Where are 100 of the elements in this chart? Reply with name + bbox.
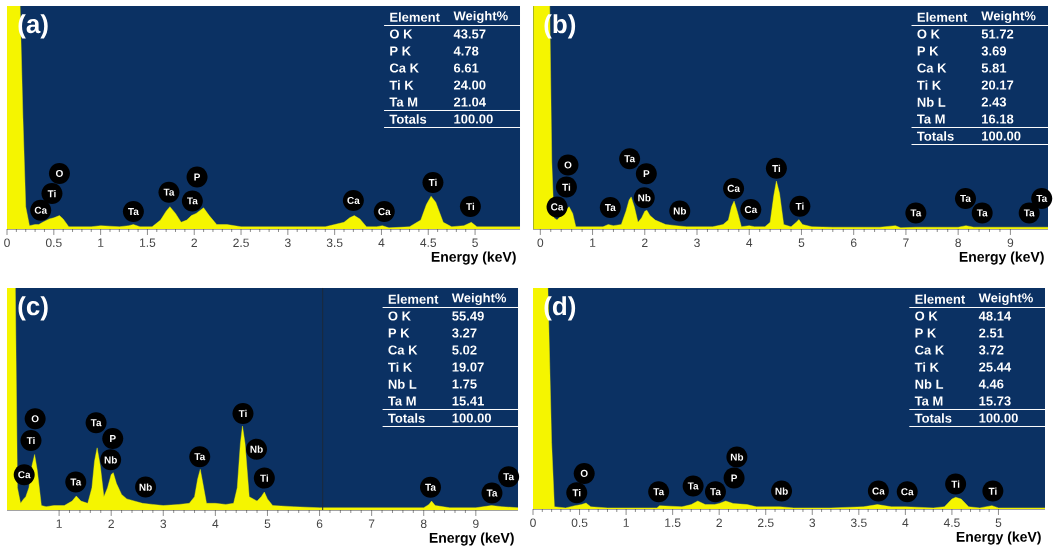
x-tick-label: 4 — [378, 238, 385, 247]
x-tick-label: 2 — [716, 518, 722, 527]
annotation: Totals — [389, 114, 427, 124]
annotation: Nb — [638, 194, 651, 202]
x-axis-title: Energy (keV) — [429, 532, 514, 546]
annotation: Ca — [901, 488, 914, 496]
annotation: 5.81 — [981, 63, 1007, 73]
x-tick-label: 0 — [530, 518, 536, 528]
annotation: 19.07 — [452, 362, 484, 372]
x-tick-label: 5 — [264, 519, 271, 528]
x-tick-label: 2.5 — [757, 518, 774, 528]
annotation: Ta — [624, 155, 636, 163]
annotation: 20.17 — [981, 80, 1014, 90]
annotation: Ta — [70, 478, 82, 486]
annotation: Totals — [388, 413, 425, 423]
annotation: Ta — [604, 204, 616, 212]
x-tick-label: 0.5 — [571, 518, 588, 528]
annotation: Ti — [951, 480, 960, 488]
x-tick-label: 4 — [746, 238, 753, 247]
annotation: 43.57 — [453, 29, 486, 39]
annotation: Nb — [673, 207, 687, 215]
x-tick-label: 7 — [903, 238, 909, 247]
annotation: 15.73 — [979, 396, 1011, 406]
x-tick-label: 0.5 — [45, 238, 62, 248]
annotation: Ta — [486, 489, 498, 497]
annotation: Totals — [917, 131, 954, 141]
annotation: P — [194, 173, 201, 181]
annotation: 100.00 — [454, 114, 493, 124]
annotation: Weight% — [978, 292, 1033, 306]
annotation: Weight% — [981, 10, 1036, 24]
annotation: Ti — [260, 474, 268, 482]
annotation: Ti — [772, 164, 781, 172]
annotation: Element — [390, 12, 440, 22]
x-tick-label: 3 — [694, 238, 700, 248]
x-tick-label: 2 — [191, 238, 197, 247]
annotation: Ca — [18, 471, 31, 479]
annotation: P K — [388, 328, 410, 338]
annotation: Nb L — [917, 97, 946, 107]
annotation: Ti K — [389, 80, 414, 90]
annotation: O — [580, 469, 588, 477]
annotation: O — [55, 169, 63, 177]
x-tick-label: 1.5 — [140, 238, 156, 247]
annotation: Ti — [238, 409, 247, 418]
annotation: O K — [917, 29, 940, 39]
annotation: Ca — [34, 206, 48, 214]
x-axis-title: Energy (keV) — [431, 251, 516, 265]
annotation: Ta — [503, 473, 515, 481]
x-tick-label: 3 — [809, 518, 816, 528]
annotation: Ti — [47, 189, 56, 198]
annotation: 2.43 — [981, 97, 1007, 107]
x-tick-label: 4 — [902, 518, 909, 527]
annotation: Ta — [1023, 209, 1035, 217]
annotation: Ta — [710, 488, 721, 496]
annotation: Ca — [551, 203, 564, 211]
x-tick-label: 5 — [995, 518, 1002, 527]
annotation: 51.72 — [981, 29, 1014, 39]
annotation: Ti K — [914, 362, 939, 372]
x-tick-label: 8 — [420, 519, 427, 529]
annotation: Weight% — [453, 10, 508, 24]
annotation: Ca K — [917, 63, 947, 73]
annotation: Ca — [378, 208, 391, 216]
annotation: 100.00 — [982, 131, 1021, 141]
annotation: P K — [917, 46, 939, 56]
x-tick-label: 5 — [472, 238, 478, 247]
annotation: Nb — [104, 456, 117, 464]
annotation: Ti — [466, 202, 475, 211]
annotation: Ti — [795, 202, 804, 210]
annotation: Ti — [572, 489, 581, 497]
annotation: Ta — [653, 488, 665, 496]
annotation: 3.27 — [452, 328, 477, 338]
annotation: O K — [388, 311, 411, 321]
x-tick-label: 3 — [284, 238, 291, 248]
x-tick-label: 1 — [623, 518, 629, 527]
annotation: Ta — [187, 197, 198, 205]
annotation: Ca — [744, 206, 758, 214]
annotation: Ta — [910, 209, 922, 217]
annotation: Ti K — [917, 80, 942, 90]
x-tick-label: 7 — [368, 519, 375, 528]
annotation: 15.41 — [452, 396, 484, 406]
x-tick-label: 3.5 — [850, 518, 867, 528]
annotation: 16.18 — [982, 114, 1014, 124]
annotation: 100.00 — [979, 413, 1018, 423]
annotation: Ta — [1036, 194, 1048, 202]
annotation: 4.46 — [978, 379, 1004, 389]
x-tick-label: 1.5 — [665, 518, 681, 527]
annotation: Nb — [775, 487, 788, 495]
x-tick-label: 2.5 — [233, 238, 249, 248]
x-tick-label: 4 — [212, 519, 219, 528]
annotation: 100.00 — [452, 413, 491, 423]
annotation: Ta M — [917, 114, 945, 124]
annotation: 6.61 — [453, 63, 479, 73]
x-tick-label: 0 — [537, 238, 544, 248]
x-axis-title: Energy (keV) — [956, 531, 1041, 545]
annotation: Nb — [139, 483, 152, 491]
annotation: P K — [390, 46, 411, 56]
annotation: Element — [917, 12, 968, 22]
annotation: Ti — [562, 183, 571, 191]
x-tick-label: 3.5 — [326, 238, 343, 248]
annotation: Ca — [347, 196, 360, 204]
annotation: Ta — [90, 419, 102, 427]
